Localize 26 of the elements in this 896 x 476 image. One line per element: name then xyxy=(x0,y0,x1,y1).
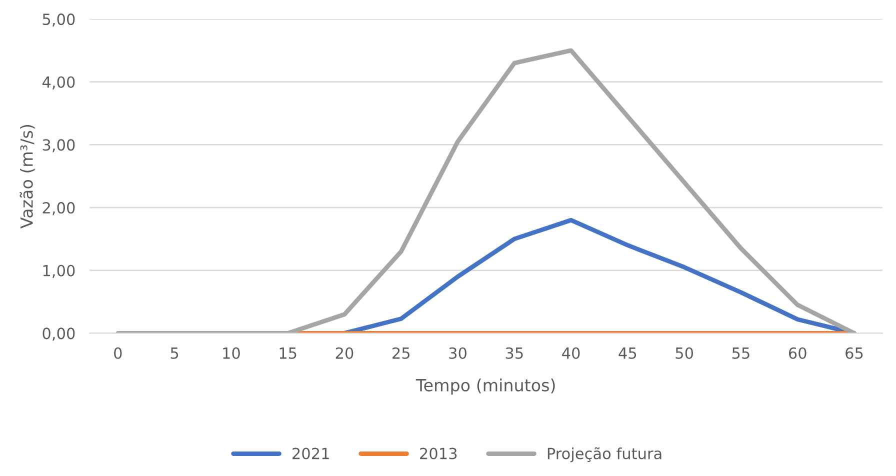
x-tick-label: 40 xyxy=(562,347,580,359)
legend-label: Projeção futura xyxy=(548,447,662,462)
x-tick-label: 30 xyxy=(449,347,466,359)
y-axis-title: Vazão (m³/s) xyxy=(20,125,35,228)
y-tick-label: 3,00 xyxy=(42,139,75,152)
x-tick-label: 25 xyxy=(392,347,410,359)
legend-label: 2013 xyxy=(420,448,457,460)
y-tick-label: 0,00 xyxy=(42,328,75,341)
x-tick-label: 50 xyxy=(676,347,694,359)
x-tick-label: 0 xyxy=(114,347,122,359)
legend-label: 2021 xyxy=(292,448,329,460)
y-tick-label: 5,00 xyxy=(42,14,75,27)
x-tick-label: 10 xyxy=(223,347,240,359)
y-tick-label: 2,00 xyxy=(42,202,75,216)
line-series xyxy=(116,48,856,334)
x-tick-label: 35 xyxy=(506,347,523,359)
x-tick-label: 15 xyxy=(280,348,296,359)
x-tick-label: 20 xyxy=(336,347,354,359)
x-tick-label: 60 xyxy=(788,347,806,359)
x-axis-title: Tempo (minutos) xyxy=(416,378,555,395)
x-tick-label: 45 xyxy=(618,348,636,359)
x-tick-label: 5 xyxy=(170,348,178,359)
x-tick-label: 65 xyxy=(846,347,863,359)
y-tick-label: 4,00 xyxy=(42,76,75,90)
y-tick-label: 1,00 xyxy=(43,264,75,278)
x-tick-label: 55 xyxy=(732,348,750,359)
